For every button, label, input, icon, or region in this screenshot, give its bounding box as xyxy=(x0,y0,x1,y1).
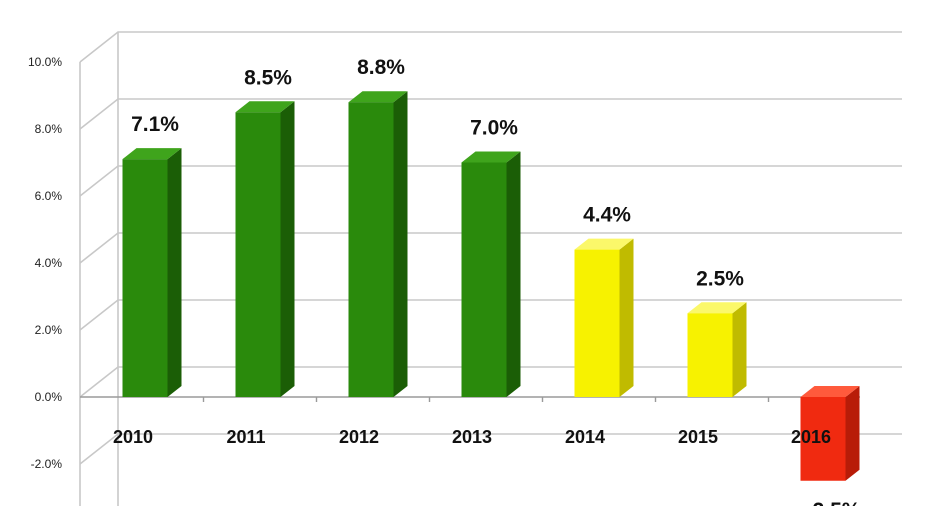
x-category-label: 2012 xyxy=(339,427,379,447)
y-tick-label: 8.0% xyxy=(35,122,63,136)
data-labels: 7.1% 8.5% 8.8% 7.0% 4.4% 2.5% -2.5% xyxy=(131,56,861,506)
bar xyxy=(800,397,846,481)
y-axis-tick-labels: -2.0% 0.0% 2.0% 4.0% 6.0% 8.0% 10.0% xyxy=(28,55,62,471)
x-category-label: 2014 xyxy=(565,427,605,447)
data-label: -2.5% xyxy=(806,499,861,506)
y-tick-label: -2.0% xyxy=(31,457,63,471)
x-axis-category-labels: 2010 2011 2012 2013 2014 2015 2016 xyxy=(113,427,831,447)
x-category-label: 2016 xyxy=(791,427,831,447)
data-label: 8.5% xyxy=(244,66,292,89)
data-label: 7.1% xyxy=(131,113,179,136)
gridline xyxy=(79,31,902,63)
bar-top xyxy=(461,151,521,163)
data-label: 7.0% xyxy=(470,117,518,140)
y-tick-label: 6.0% xyxy=(35,189,63,203)
x-category-label: 2011 xyxy=(226,427,265,447)
bar-side xyxy=(732,302,747,397)
bar xyxy=(122,159,168,397)
data-label: 8.8% xyxy=(357,56,405,79)
y-tick-label: 4.0% xyxy=(35,256,63,270)
bar-side xyxy=(393,91,408,397)
data-label: 2.5% xyxy=(696,267,744,290)
bar-top xyxy=(122,148,182,160)
chart-bars xyxy=(122,91,860,481)
bar-side xyxy=(506,151,521,397)
bar-top xyxy=(800,386,860,397)
bar xyxy=(574,249,620,397)
bar-top xyxy=(574,238,634,250)
x-category-label: 2010 xyxy=(113,427,153,447)
y-tick-label: 0.0% xyxy=(35,390,63,404)
bar-top xyxy=(687,302,747,314)
bar-top xyxy=(348,91,408,103)
bar-side xyxy=(845,386,860,481)
bar xyxy=(348,102,394,397)
y-tick-label: 2.0% xyxy=(35,323,63,337)
bar-side xyxy=(619,238,634,397)
bar-side xyxy=(280,101,295,397)
bar xyxy=(235,112,281,397)
x-category-label: 2013 xyxy=(452,427,492,447)
x-category-label: 2015 xyxy=(678,427,718,447)
y-tick-label: 10.0% xyxy=(28,55,62,69)
bar-side xyxy=(167,148,182,397)
data-label: 4.4% xyxy=(583,204,631,227)
bar xyxy=(461,162,507,397)
bar-top xyxy=(235,101,295,113)
bar xyxy=(687,313,733,397)
